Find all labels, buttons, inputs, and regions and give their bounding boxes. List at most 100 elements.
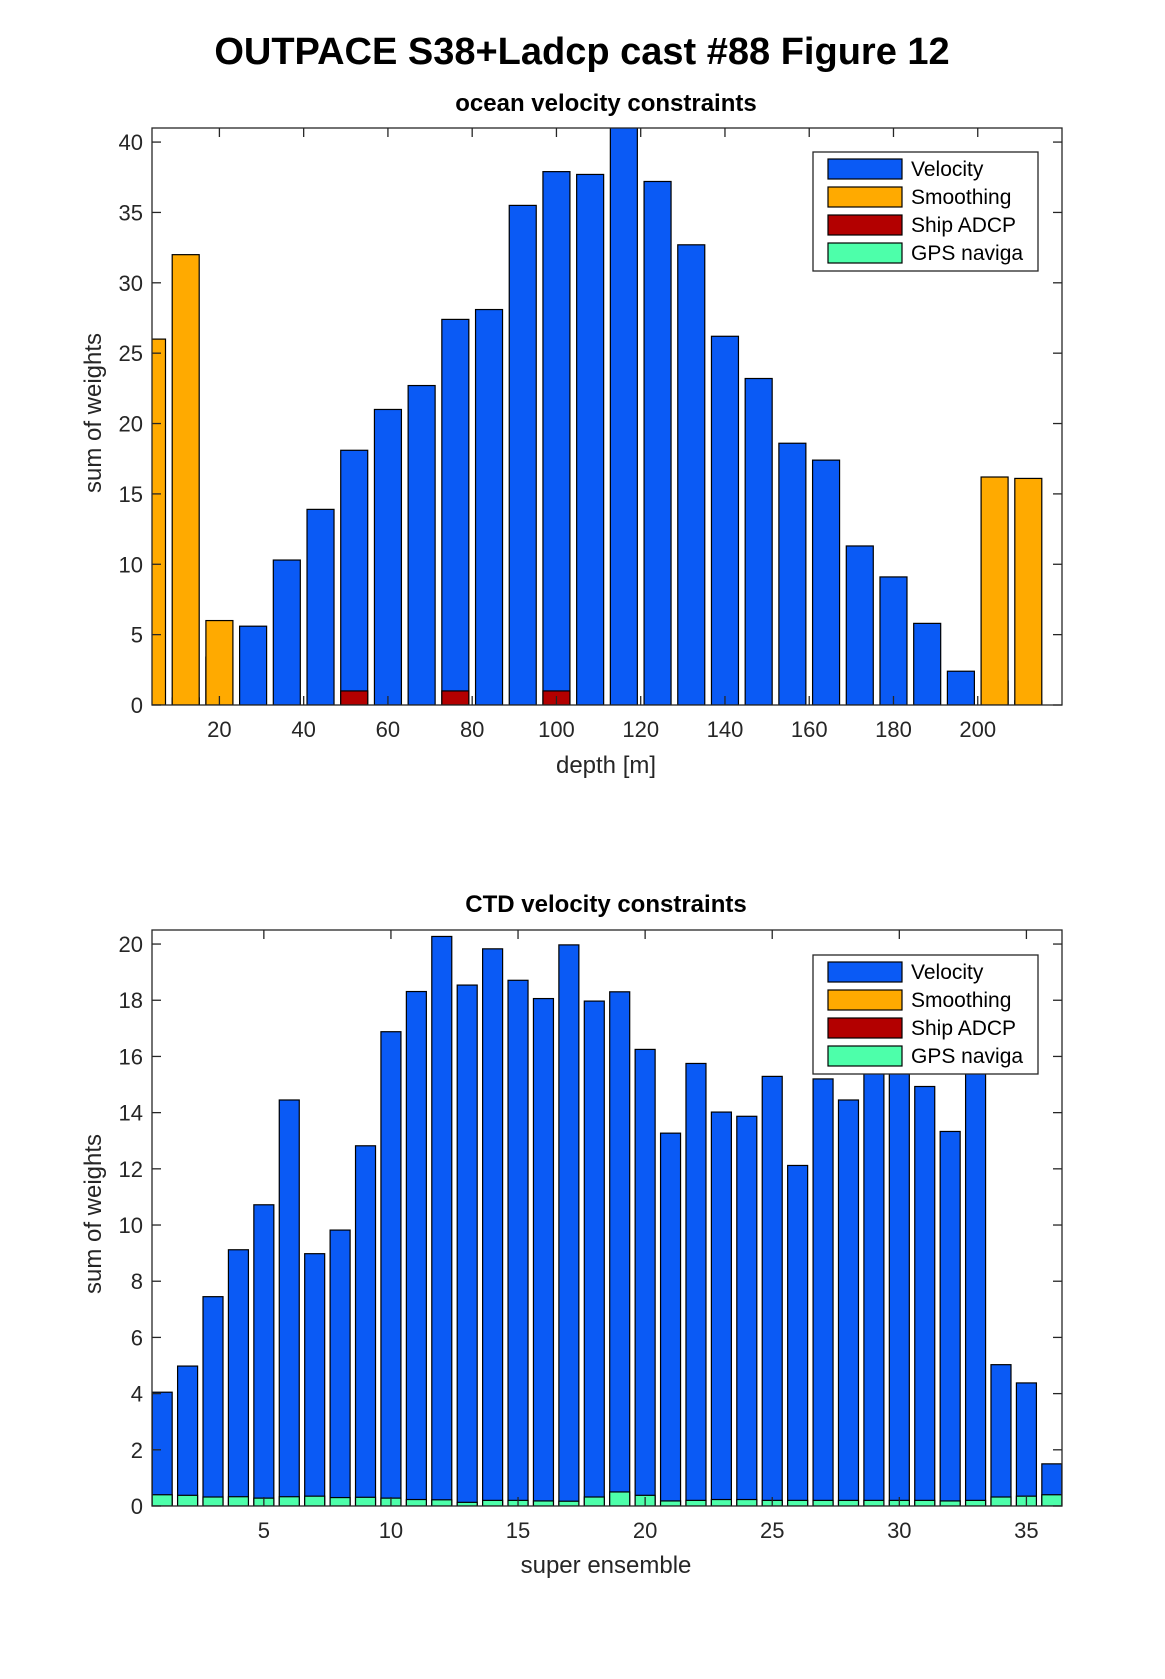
- bar-velocity: [152, 1391, 173, 1506]
- bar-velocity: [272, 559, 301, 705]
- y-tick-label: 8: [131, 1269, 143, 1294]
- legend-swatch: [827, 961, 903, 983]
- y-tick-label: 6: [131, 1325, 143, 1350]
- y-tick-label: 14: [119, 1101, 143, 1126]
- bar-velocity: [507, 979, 529, 1506]
- bar-smoothing: [152, 338, 167, 705]
- ocean-velocity-panel: ocean velocity constraints depth [m] sum…: [80, 90, 1063, 779]
- y-tick-label: 10: [119, 1213, 143, 1238]
- bar-gps-naviga: [837, 1499, 860, 1506]
- x-tick-label: 160: [791, 717, 828, 742]
- bar-velocity: [558, 944, 580, 1506]
- bar-velocity: [1015, 1382, 1038, 1506]
- bar-gps-naviga: [787, 1499, 809, 1506]
- bar-velocity: [253, 1204, 275, 1506]
- legend-label: Smoothing: [911, 989, 1011, 1012]
- bar-gps-naviga: [354, 1496, 377, 1506]
- bar-gps-naviga: [812, 1499, 834, 1506]
- bar-velocity: [405, 990, 427, 1506]
- ctd-panel-y-label: sum of weights: [80, 1134, 107, 1294]
- bar-velocity: [239, 625, 268, 705]
- bar-velocity: [643, 180, 672, 705]
- bar-gps-naviga: [736, 1498, 758, 1506]
- legend-swatch: [827, 242, 903, 264]
- bar-velocity: [964, 1067, 987, 1506]
- bar-gps-naviga: [609, 1491, 631, 1506]
- ctd-velocity-panel: CTD velocity constraints super ensemble …: [80, 891, 1063, 1579]
- legend-swatch: [827, 214, 903, 236]
- bar-gps-naviga: [405, 1498, 427, 1506]
- x-tick-label: 35: [1014, 1518, 1038, 1543]
- x-tick-label: 80: [460, 717, 484, 742]
- legend-swatch: [827, 1045, 903, 1067]
- x-tick-label: 40: [291, 717, 315, 742]
- bar-gps-naviga: [176, 1494, 199, 1506]
- bar-velocity: [914, 1085, 936, 1506]
- y-tick-label: 12: [119, 1157, 143, 1182]
- legend-label: Ship ADCP: [911, 1017, 1016, 1040]
- bar-velocity: [888, 1069, 910, 1506]
- bar-velocity: [659, 1132, 682, 1506]
- x-tick-label: 10: [379, 1518, 403, 1543]
- bar-velocity: [441, 318, 470, 705]
- y-tick-label: 2: [131, 1438, 143, 1463]
- bar-velocity: [474, 308, 504, 705]
- y-tick-label: 25: [119, 341, 143, 366]
- legend-swatch: [827, 1017, 903, 1039]
- legend-label: Ship ADCP: [911, 214, 1016, 237]
- bar-velocity: [609, 128, 638, 705]
- bar-smoothing: [205, 619, 234, 705]
- bar-velocity: [634, 1048, 656, 1506]
- y-tick-label: 0: [131, 1494, 143, 1519]
- figure-title: OUTPACE S38+Ladcp cast #88 Figure 12: [214, 31, 949, 73]
- x-tick-label: 20: [633, 1518, 657, 1543]
- axes-box: [151, 127, 1063, 706]
- bars-group: [152, 935, 1062, 1506]
- y-tick-label: 30: [119, 271, 143, 296]
- bar-ship-adcp: [340, 690, 369, 705]
- bar-velocity: [431, 935, 453, 1506]
- bar-velocity: [278, 1099, 300, 1506]
- bar-velocity: [990, 1364, 1012, 1506]
- y-tick-label: 35: [119, 200, 143, 225]
- bar-gps-naviga: [659, 1500, 682, 1506]
- legend: Velocity Smoothing Ship ADCP GPS naviga: [812, 954, 1039, 1075]
- bar-gps-naviga: [558, 1500, 580, 1506]
- bar-smoothing: [171, 254, 200, 705]
- bar-velocity: [542, 171, 571, 705]
- ctd-panel-x-label: super ensemble: [521, 1552, 692, 1579]
- bar-gps-naviga: [278, 1496, 300, 1506]
- bar-gps-naviga: [863, 1499, 885, 1506]
- legend-label: Velocity: [911, 961, 984, 984]
- y-tick-label: 0: [131, 693, 143, 718]
- bar-gps-naviga: [304, 1495, 326, 1506]
- bar-velocity: [354, 1145, 377, 1506]
- bar-velocity: [744, 377, 773, 705]
- bar-velocity: [837, 1099, 860, 1506]
- ocean-panel-y-label: sum of weights: [80, 333, 107, 493]
- legend-label: Smoothing: [911, 186, 1011, 209]
- bar-velocity: [373, 408, 403, 705]
- bar-velocity: [202, 1296, 224, 1506]
- bar-velocity: [576, 173, 605, 705]
- bar-velocity: [583, 1000, 605, 1506]
- y-tick-label: 10: [119, 552, 143, 577]
- x-tick-label: 60: [376, 717, 400, 742]
- y-tick-label: 18: [119, 988, 143, 1013]
- y-tick-label: 16: [119, 1044, 143, 1069]
- bar-gps-naviga: [990, 1496, 1012, 1506]
- bar-gps-naviga: [202, 1496, 224, 1506]
- bar-gps-naviga: [710, 1498, 732, 1506]
- y-tick-label: 20: [119, 412, 143, 437]
- x-tick-label: 15: [506, 1518, 530, 1543]
- legend-swatch: [827, 186, 903, 208]
- legend: Velocity Smoothing Ship ADCP GPS naviga: [812, 151, 1039, 272]
- bar-velocity: [845, 545, 874, 705]
- x-tick-label: 140: [707, 717, 744, 742]
- bar-velocity: [939, 1130, 961, 1506]
- bar-smoothing: [980, 476, 1009, 705]
- bar-ship-adcp: [441, 690, 470, 705]
- bar-velocity: [532, 997, 555, 1506]
- bar-gps-naviga: [914, 1499, 936, 1506]
- ctd-panel-title: CTD velocity constraints: [465, 891, 746, 918]
